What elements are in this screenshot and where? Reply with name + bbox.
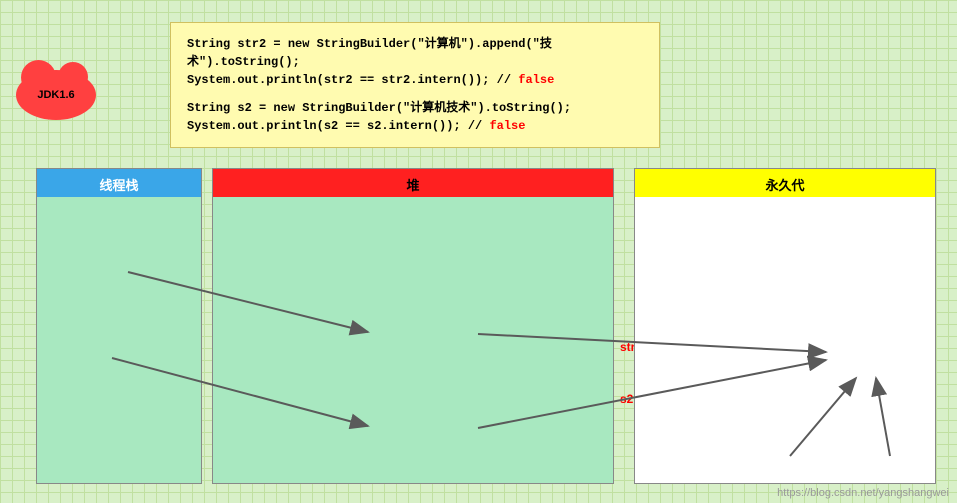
code-line2: System.out.println(str2 == str2.intern()… bbox=[187, 73, 518, 87]
code-line1: String str2 = new StringBuilder("计算机").a… bbox=[187, 37, 552, 69]
code-line4: System.out.println(s2 == s2.intern()); /… bbox=[187, 119, 489, 133]
perm-body bbox=[635, 197, 935, 483]
perm-header: 永久代 bbox=[635, 169, 935, 200]
jdk-label: JDK1.6 bbox=[37, 89, 74, 101]
code-block: String str2 = new StringBuilder("计算机").a… bbox=[170, 22, 660, 148]
heap-header: 堆 bbox=[213, 169, 613, 200]
stack-body bbox=[37, 197, 201, 483]
heap-region: 堆 bbox=[212, 168, 614, 484]
false1: false bbox=[518, 73, 554, 87]
false2: false bbox=[489, 119, 525, 133]
stack-region: 线程栈 bbox=[36, 168, 202, 484]
jdk-cloud: JDK1.6 bbox=[16, 70, 96, 120]
heap-body bbox=[213, 197, 613, 483]
perm-region: 永久代 bbox=[634, 168, 936, 484]
code-line3: String s2 = new StringBuilder("计算机技术").t… bbox=[187, 101, 571, 115]
watermark: https://blog.csdn.net/yangshangwei bbox=[777, 487, 949, 499]
stack-header: 线程栈 bbox=[37, 169, 201, 200]
